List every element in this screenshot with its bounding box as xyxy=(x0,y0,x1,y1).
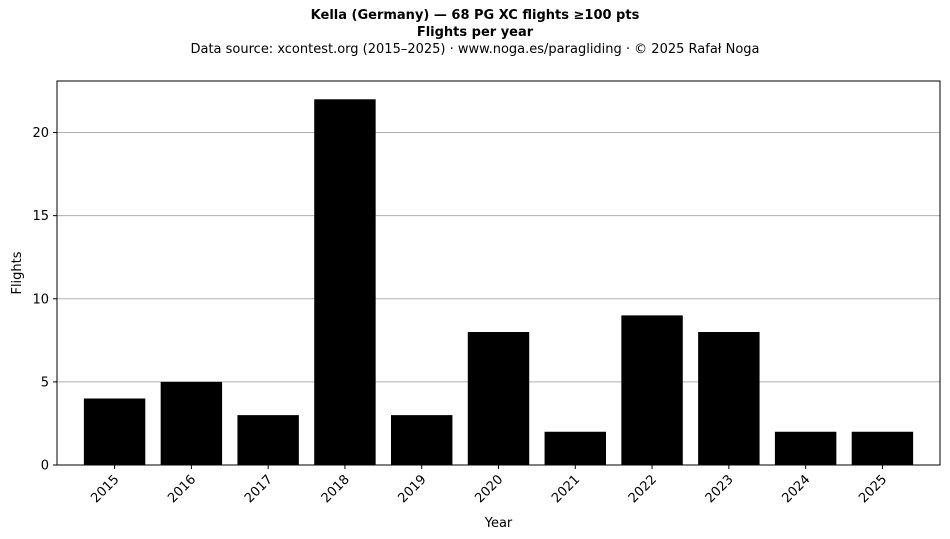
x-tick-label: 2015 xyxy=(88,472,122,506)
x-tick-label: 2019 xyxy=(396,472,430,506)
x-tick-label: 2021 xyxy=(549,472,583,506)
x-tick-label: 2020 xyxy=(472,472,506,506)
bars xyxy=(83,99,914,466)
bar-2021 xyxy=(544,431,606,465)
bar-2024 xyxy=(774,431,837,465)
y-tick-label: 20 xyxy=(32,126,49,141)
y-axis-ticks: 0 5 10 15 20 xyxy=(32,126,57,474)
bar-2022 xyxy=(621,315,683,465)
y-tick-label: 10 xyxy=(32,292,49,307)
bar-2018 xyxy=(314,99,376,466)
x-axis-label: Year xyxy=(484,516,513,531)
bar-2015 xyxy=(83,398,146,465)
y-tick-label: 5 xyxy=(41,375,49,390)
y-axis-label: Flights xyxy=(10,251,25,294)
y-tick-label: 15 xyxy=(32,209,49,224)
bar-2019 xyxy=(391,415,453,465)
x-tick-label: 2018 xyxy=(319,472,353,506)
x-axis-ticks: 2015 2016 2017 2018 2019 2020 2021 2022 2023 2024… xyxy=(88,465,890,506)
x-tick-label: 2024 xyxy=(779,472,813,506)
x-tick-label: 2016 xyxy=(165,472,199,506)
x-tick-label: 2017 xyxy=(242,472,276,506)
bar-2025 xyxy=(851,431,914,465)
chart-source-note: Data source: xcontest.org (2015–2025) · … xyxy=(190,42,760,57)
x-tick-label: 2022 xyxy=(626,472,660,506)
bar-2020 xyxy=(467,332,530,465)
chart-title: Kella (Germany) — 68 PG XC flights ≥100 … xyxy=(310,8,640,23)
y-tick-label: 0 xyxy=(41,459,49,474)
x-tick-label: 2023 xyxy=(703,472,737,506)
bar-2017 xyxy=(237,415,299,465)
bar-2023 xyxy=(698,332,760,465)
x-tick-label: 2025 xyxy=(856,472,890,506)
bar-2016 xyxy=(160,381,223,465)
chart-subtitle: Flights per year xyxy=(416,25,534,40)
